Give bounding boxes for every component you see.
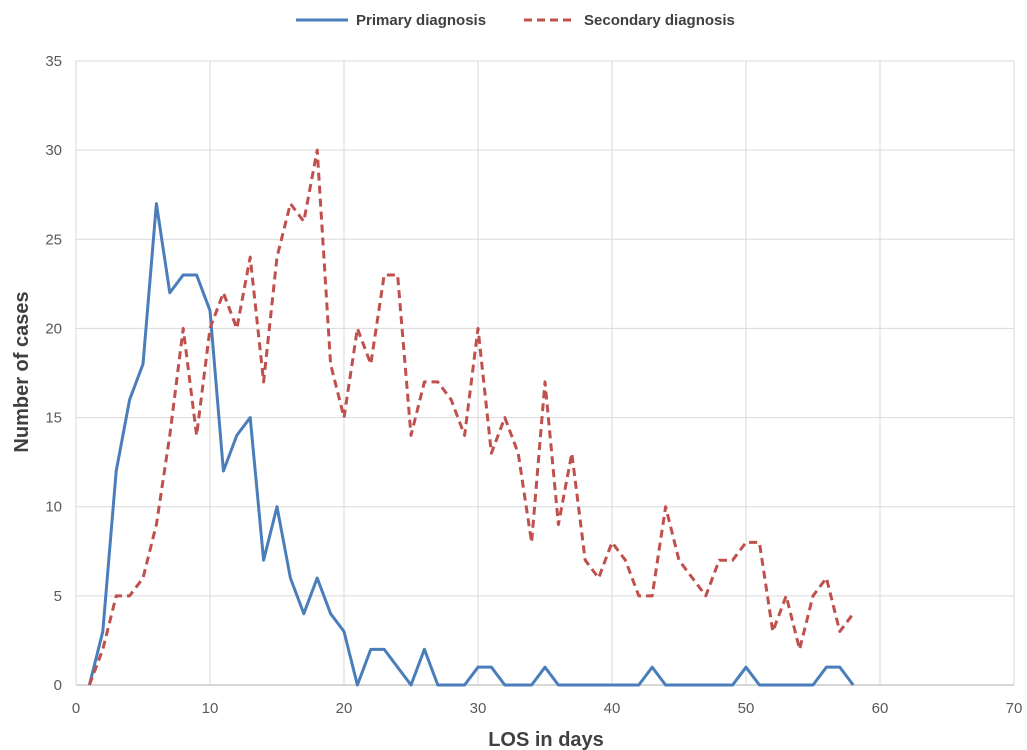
legend: Primary diagnosis Secondary diagnosis (296, 12, 735, 29)
x-tick-label: 60 (872, 700, 889, 717)
series-line-1 (87, 148, 855, 686)
y-tick-label: 35 (45, 53, 62, 70)
legend-label: Primary diagnosis (356, 12, 486, 29)
y-tick-label: 25 (45, 231, 62, 248)
y-axis-title: Number of cases (11, 291, 33, 452)
y-tick-label: 5 (54, 588, 62, 605)
gridlines (76, 60, 1015, 685)
x-tick-label: 10 (202, 700, 219, 717)
legend-item-1: Secondary diagnosis (524, 12, 735, 29)
y-tick-label: 30 (45, 142, 62, 159)
legend-item-0: Primary diagnosis (296, 12, 486, 29)
series-line-0 (87, 202, 855, 687)
y-tick-label: 0 (54, 677, 62, 694)
x-axis-title: LOS in days (488, 729, 604, 750)
y-tick-label: 15 (45, 410, 62, 427)
axes (75, 61, 1014, 686)
x-tick-label: 0 (72, 700, 80, 717)
x-tick-label: 40 (604, 700, 621, 717)
x-tick-label: 70 (1006, 700, 1023, 717)
tick-labels: 0 5 10 15 20 25 30 35 0 10 20 30 40 50 60 70 (45, 53, 1022, 717)
x-tick-label: 50 (738, 700, 755, 717)
series-lines (87, 148, 855, 687)
x-tick-label: 20 (336, 700, 353, 717)
legend-label: Secondary diagnosis (584, 12, 735, 29)
x-tick-label: 30 (470, 700, 487, 717)
y-tick-label: 20 (45, 320, 62, 337)
y-tick-label: 10 (45, 499, 62, 516)
